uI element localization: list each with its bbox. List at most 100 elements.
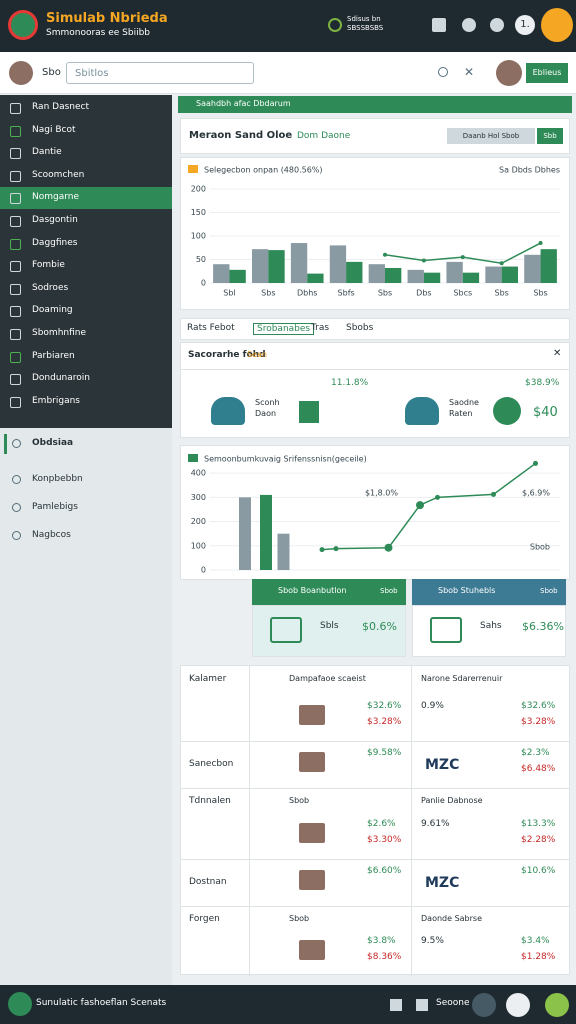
icon[interactable] — [438, 67, 448, 77]
icon[interactable] — [506, 993, 530, 1017]
nav-item[interactable]: Scoomchen — [32, 169, 85, 180]
heading-title: Meraon Sand Oloe — [189, 130, 293, 141]
nav-item[interactable]: Sodroes — [32, 282, 69, 293]
row-label: Sanecbon — [189, 758, 234, 769]
metric-value: 11.1.8% — [331, 378, 369, 388]
product-thumb — [299, 752, 325, 772]
line-point — [421, 258, 426, 263]
row-divider — [181, 906, 569, 907]
promo-title: Sbob Stuhebls — [438, 586, 496, 595]
footer-link[interactable]: Seoone — [436, 998, 470, 1008]
nav-icon — [10, 329, 21, 340]
bar — [329, 245, 347, 283]
nav-item[interactable]: Konpbebbn — [32, 474, 83, 484]
nav-item[interactable]: Dantie — [32, 147, 62, 158]
bar-chart: Selegecbon onpan (480.56%) Sa Dbds Dbhes 0… — [180, 157, 570, 310]
user-avatar[interactable] — [541, 8, 573, 42]
bar — [485, 266, 502, 283]
bar — [290, 243, 308, 283]
icon[interactable] — [390, 999, 402, 1011]
nav-active — [0, 187, 172, 210]
line-point — [499, 261, 504, 266]
x-tick-label: Sbcs — [453, 289, 472, 298]
metric-value: $38.9% — [525, 378, 560, 388]
metrics-title: Sacorarhe fohd — [188, 350, 266, 360]
collapse-icon[interactable]: ✕ — [553, 348, 562, 359]
title-icon — [188, 165, 198, 173]
footer-bar: Sunulatic fashoeflan Scenats Seoone — [0, 985, 576, 1024]
nav-item[interactable]: Daggfines — [32, 237, 78, 248]
x-tick-label: Sbs — [261, 289, 275, 298]
promo-tag: Sbob — [540, 587, 558, 595]
icon[interactable] — [545, 993, 569, 1017]
metrics-card: Sacorarhe fohd Sean ✕ 11.1.8% Sconh Daon $… — [180, 342, 570, 438]
metric-label: Saodne Raten — [449, 398, 479, 418]
icon[interactable] — [416, 999, 428, 1011]
nav-icon — [12, 531, 21, 540]
icon[interactable] — [462, 18, 476, 32]
bar — [524, 254, 541, 283]
nav-item[interactable]: Embrigans — [32, 395, 80, 406]
tab-bar: Rats Febot Srobanabes Tras Sbobs — [180, 318, 570, 340]
divider — [181, 369, 569, 370]
nav-item[interactable]: Nagbcos — [32, 530, 71, 540]
nav-item[interactable]: Nomgarne — [32, 192, 80, 203]
tab[interactable]: Rats Febot — [187, 323, 235, 333]
filter-button[interactable]: Sbb — [537, 128, 563, 144]
icon[interactable] — [472, 993, 496, 1017]
bar — [277, 533, 290, 570]
close-icon[interactable]: ✕ — [464, 65, 475, 79]
avatar[interactable] — [8, 992, 32, 1016]
heading-link[interactable]: Dom Daone — [297, 131, 351, 141]
avatar[interactable] — [496, 60, 522, 86]
tab[interactable]: Sbobs — [346, 323, 374, 333]
cell-value: $3.28% — [367, 717, 402, 727]
promo-value: $0.6% — [362, 620, 397, 633]
tab[interactable]: Srobanabes — [253, 323, 315, 335]
metric-label: Sconh Daon — [255, 398, 280, 418]
annotation: Sbob — [530, 543, 550, 552]
nav-item[interactable]: Ran Dasnect — [32, 102, 89, 112]
title-icon — [188, 454, 198, 462]
y-tick-label: 50 — [196, 255, 206, 264]
nav-item[interactable]: Parbiaren — [32, 350, 75, 361]
nav-item[interactable]: Nagi Bcot — [32, 124, 76, 135]
chart-card — [180, 157, 570, 310]
nav-item[interactable]: Fombie — [32, 260, 65, 271]
avatar[interactable] — [9, 61, 33, 85]
line-point — [384, 543, 393, 552]
nav-item[interactable]: Pamlebigs — [32, 502, 78, 512]
metrics-tag: Sean — [247, 350, 267, 359]
icon[interactable] — [490, 18, 504, 32]
nav-icon — [10, 396, 21, 408]
icon[interactable] — [432, 18, 446, 32]
nav-icon — [10, 125, 21, 137]
nav-item[interactable]: Obdsiaa — [32, 438, 74, 448]
metric-items: 11.1.8% Sconh Daon $38.9% Saodne Raten $40 — [181, 371, 569, 437]
notification-badge[interactable]: 1. — [515, 15, 535, 35]
cell-value: $2.28% — [521, 835, 556, 845]
logo[interactable] — [8, 10, 38, 40]
cell-value: $1.28% — [521, 952, 556, 962]
line-chart: Semoonbumkuvaig Srifenssnisn(geceile) 0 10… — [180, 445, 570, 580]
cell-title: MZC — [425, 756, 460, 773]
bar — [213, 264, 230, 283]
cell-title: MZC — [425, 874, 460, 891]
filter-button[interactable]: Daanb Hol Sbob — [447, 128, 535, 144]
row-label: Forgen — [189, 914, 220, 924]
nav-item[interactable]: Sbomhnfine — [32, 328, 87, 338]
bar — [260, 494, 272, 570]
nav-item[interactable]: Doaming — [32, 305, 73, 316]
nav-item[interactable]: Dasgontin — [32, 215, 78, 225]
x-tick-label: Sbfs — [338, 289, 355, 298]
action-button[interactable]: Eblieus — [526, 63, 568, 83]
line-point — [333, 546, 339, 552]
top-bar: Simulab Nbrieda Smmonooras ee Sbiibb Sdi… — [0, 0, 576, 52]
status-icon — [328, 18, 342, 32]
tab[interactable]: Tras — [311, 323, 330, 333]
x-tick-label: Dbhs — [297, 289, 317, 298]
search-input[interactable]: Sbitlos — [66, 62, 254, 84]
bar — [229, 269, 246, 283]
nav-item[interactable]: Dondunaroin — [32, 373, 90, 384]
